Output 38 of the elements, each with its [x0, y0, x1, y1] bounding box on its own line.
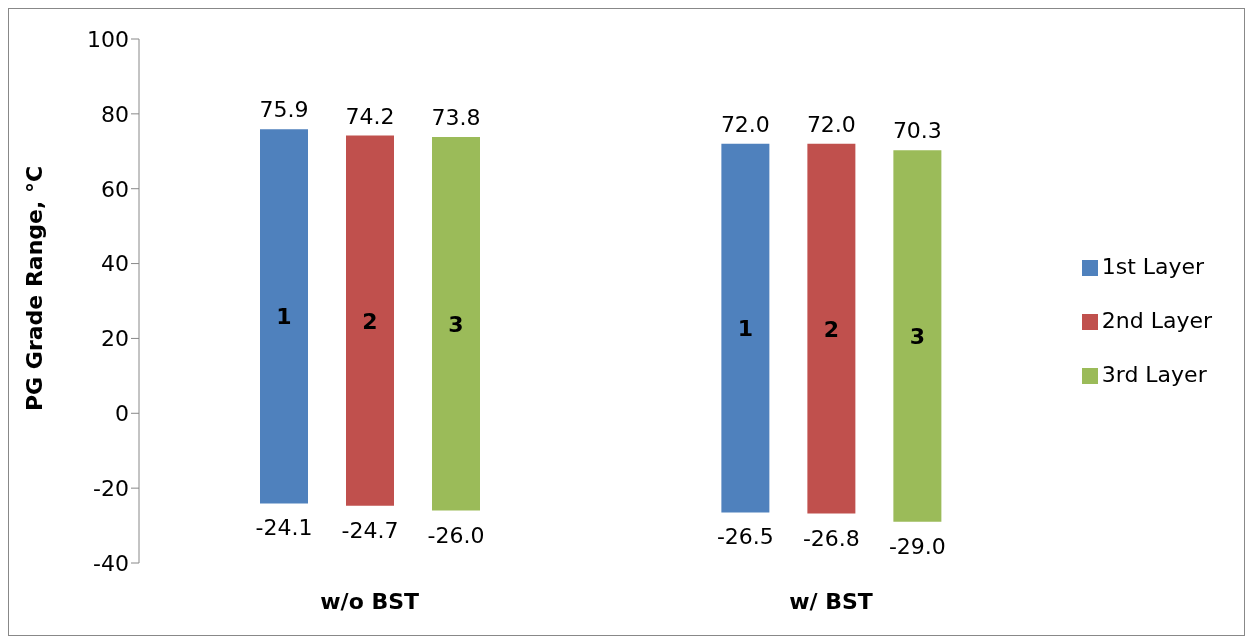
- bar: [893, 150, 942, 522]
- annotation: 70.3: [892, 118, 942, 144]
- y-tick-label: 60: [101, 176, 129, 202]
- annotation: -29.0: [888, 533, 946, 559]
- y-tick-label: 0: [115, 401, 129, 427]
- legend-label: 3rd Layer: [1101, 362, 1207, 387]
- y-tick-label: 80: [101, 101, 129, 127]
- annotation: 3: [448, 311, 464, 337]
- annotation: 3: [909, 324, 926, 349]
- annotation: 1: [737, 316, 754, 342]
- y-tick-label: -40: [93, 550, 129, 576]
- bar: [807, 143, 856, 514]
- bar: [721, 143, 770, 513]
- annotation: 1: [276, 304, 292, 330]
- y-tick-label: 20: [101, 326, 129, 352]
- annotation: -24.7: [341, 517, 399, 543]
- y-tick-label: 40: [101, 251, 129, 277]
- annotation: 74.2: [345, 103, 395, 129]
- bar: [260, 129, 308, 504]
- annotation: 73.8: [431, 105, 481, 131]
- y-axis-title: PG Grade Range, °C: [21, 165, 47, 411]
- annotation: -24.1: [255, 515, 313, 541]
- annotation: -26.8: [802, 525, 860, 551]
- x-tick-label: w/o BST: [320, 588, 420, 614]
- legend-label: 2nd Layer: [1101, 308, 1212, 333]
- bar: [346, 135, 394, 506]
- x-tick-label: w/ BST: [789, 588, 873, 614]
- annotation: 72.0: [806, 111, 856, 137]
- y-tick-label: -20: [93, 475, 129, 501]
- annotation: 75.9: [259, 97, 309, 123]
- annotation: 2: [823, 316, 840, 342]
- annotation: 72.0: [720, 111, 770, 137]
- legend-label: 1st Layer: [1101, 254, 1205, 279]
- annotation: -26.0: [427, 522, 485, 548]
- annotation: -26.5: [716, 524, 774, 550]
- annotation: 2: [362, 308, 378, 334]
- bar: [432, 137, 480, 511]
- y-tick-label: 100: [87, 26, 129, 52]
